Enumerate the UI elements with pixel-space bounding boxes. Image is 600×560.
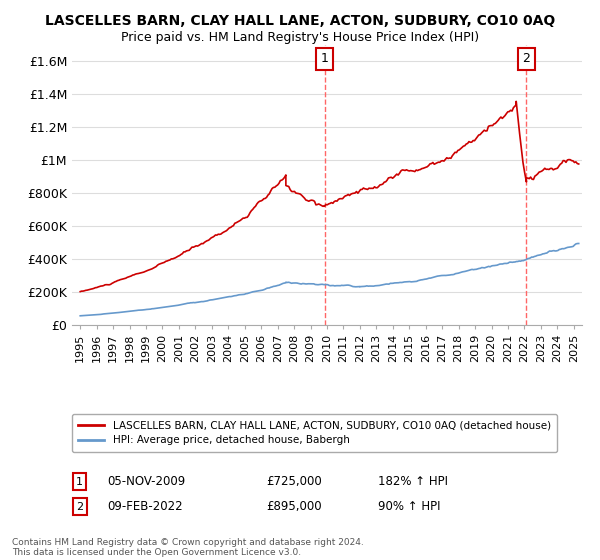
Text: 09-FEB-2022: 09-FEB-2022 bbox=[108, 500, 184, 514]
Text: Price paid vs. HM Land Registry's House Price Index (HPI): Price paid vs. HM Land Registry's House … bbox=[121, 31, 479, 44]
Text: Contains HM Land Registry data © Crown copyright and database right 2024.
This d: Contains HM Land Registry data © Crown c… bbox=[12, 538, 364, 557]
Text: 2: 2 bbox=[523, 52, 530, 66]
Text: £725,000: £725,000 bbox=[266, 475, 322, 488]
Text: LASCELLES BARN, CLAY HALL LANE, ACTON, SUDBURY, CO10 0AQ: LASCELLES BARN, CLAY HALL LANE, ACTON, S… bbox=[45, 14, 555, 28]
Text: 90% ↑ HPI: 90% ↑ HPI bbox=[378, 500, 440, 514]
Text: 182% ↑ HPI: 182% ↑ HPI bbox=[378, 475, 448, 488]
Text: 1: 1 bbox=[320, 52, 328, 66]
Text: 05-NOV-2009: 05-NOV-2009 bbox=[108, 475, 186, 488]
Text: £895,000: £895,000 bbox=[266, 500, 322, 514]
Text: 2: 2 bbox=[76, 502, 83, 512]
Legend: LASCELLES BARN, CLAY HALL LANE, ACTON, SUDBURY, CO10 0AQ (detached house), HPI: : LASCELLES BARN, CLAY HALL LANE, ACTON, S… bbox=[72, 414, 557, 452]
Text: 1: 1 bbox=[76, 477, 83, 487]
